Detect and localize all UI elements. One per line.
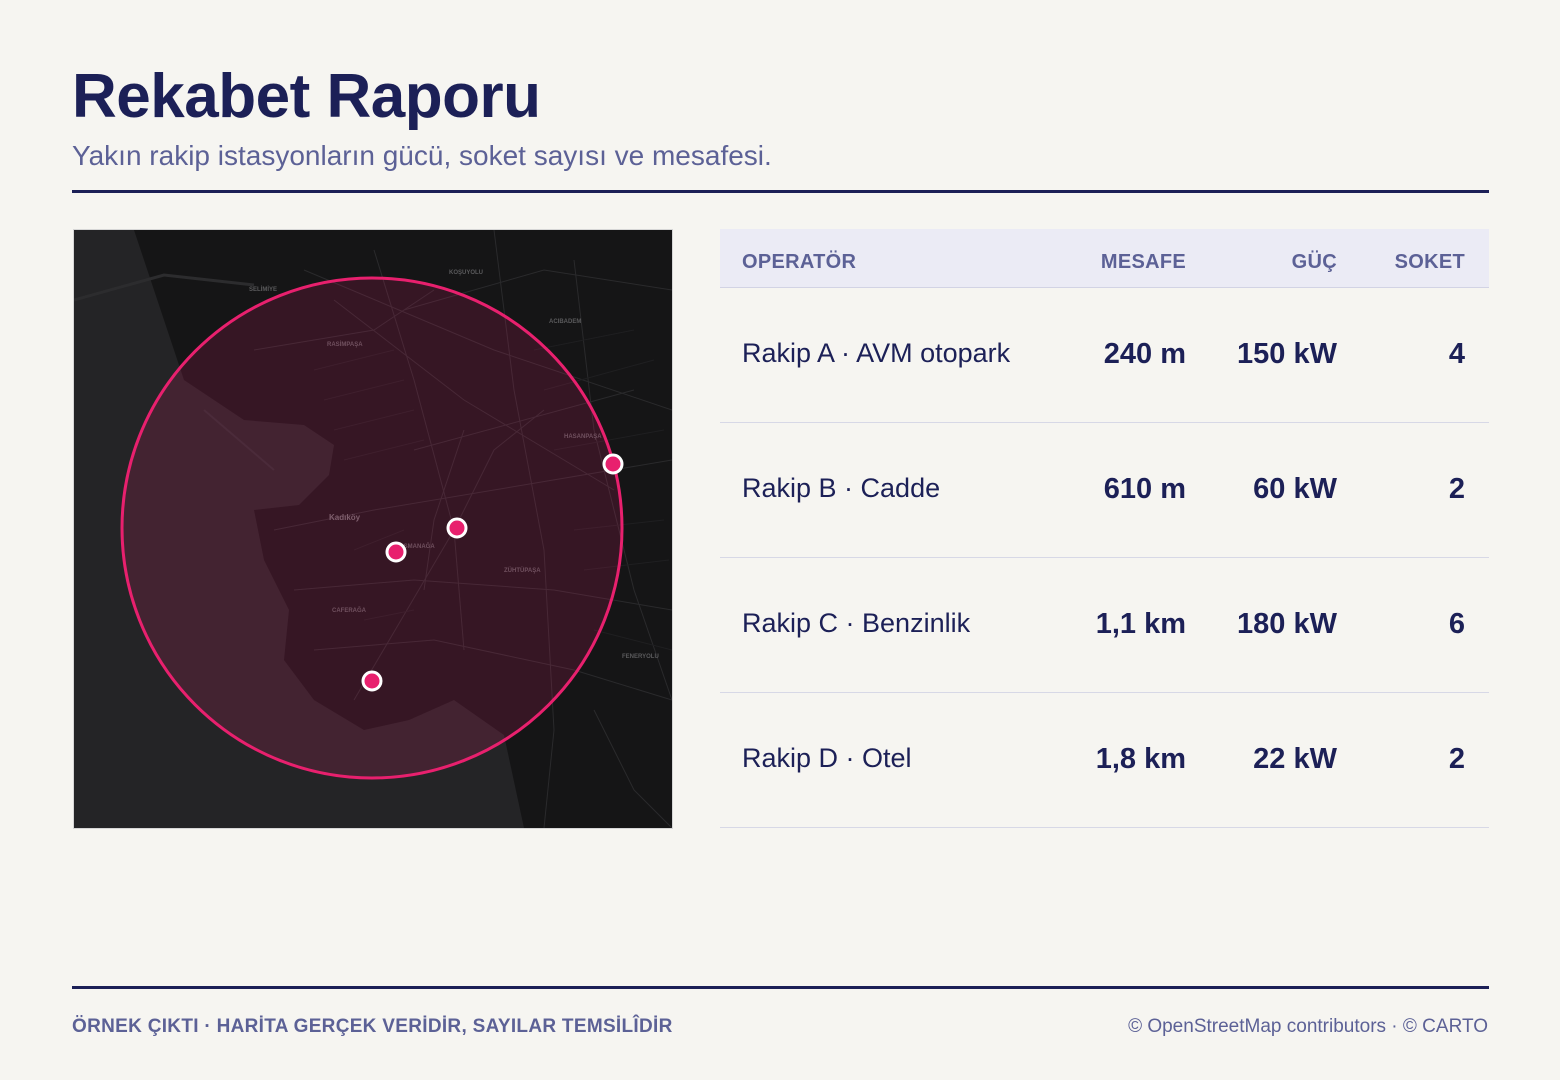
socket-count: 6 — [1448, 608, 1465, 640]
distance-value: 240 m — [1103, 338, 1186, 370]
competitor-marker-a[interactable] — [446, 517, 468, 539]
map-road-main — [74, 273, 255, 302]
map-minor-streets — [313, 329, 672, 651]
label-zuhtupasa: ZÜHTÜPAŞA — [504, 567, 541, 574]
page-subtitle: Yakın rakip istasyonların gücü, soket sa… — [72, 140, 772, 171]
power-value: 180 kW — [1237, 608, 1337, 640]
label-caferaga: CAFERAĞA — [332, 606, 367, 614]
footer-divider — [72, 986, 1489, 989]
table-row: Rakip A · AVM otopark 240 m 150 kW 4 — [720, 288, 1489, 423]
label-kadikoy-area: RASİMPAŞA — [327, 341, 363, 348]
label-selimiye: SELİMİYE — [249, 286, 277, 293]
table-header: OPERATÖR MESAFE GÜÇ SOKET — [720, 229, 1489, 288]
competitor-marker-b[interactable] — [385, 541, 407, 563]
power-value: 150 kW — [1237, 338, 1337, 370]
socket-count: 4 — [1448, 338, 1465, 370]
map-attribution: © OpenStreetMap contributors · © CARTO — [1128, 1016, 1488, 1037]
distance-value: 610 m — [1103, 473, 1186, 505]
table-row: Rakip B · Cadde 610 m 60 kW 2 — [720, 423, 1489, 558]
power-value: 22 kW — [1253, 743, 1337, 775]
label-kadikoy: Kadıköy — [329, 513, 361, 522]
operator-name: Rakip C · Benzinlik — [742, 608, 971, 638]
socket-count: 2 — [1448, 473, 1465, 505]
operator-name: Rakip B · Cadde — [742, 473, 941, 503]
label-kosuyolu: KOŞUYOLU — [449, 270, 483, 276]
header-divider — [72, 190, 1489, 193]
distance-value: 1,8 km — [1095, 743, 1186, 775]
operator-name: Rakip A · AVM otopark — [742, 338, 1011, 368]
footer-note: ÖRNEK ÇIKTI · HARİTA GERÇEK VERİDİR, SAY… — [72, 1016, 673, 1037]
page-title: Rekabet Raporu — [72, 62, 541, 131]
label-osmanaga: OSMANAĞA — [399, 542, 435, 550]
map-pier — [203, 409, 275, 471]
map-sea — [74, 230, 524, 828]
column-header-power: GÜÇ — [1291, 251, 1337, 273]
table-row: Rakip D · Otel 1,8 km 22 kW 2 — [720, 693, 1489, 828]
socket-count: 2 — [1448, 743, 1465, 775]
competitor-marker-c[interactable] — [361, 670, 383, 692]
distance-value: 1,1 km — [1095, 608, 1186, 640]
search-radius-circle — [120, 276, 624, 780]
map-canvas[interactable]: RASİMPAŞA Kadıköy OSMANAĞA CAFERAĞA ZÜHT… — [74, 230, 672, 828]
competitor-table: OPERATÖR MESAFE GÜÇ SOKET Rakip A · AVM … — [720, 229, 1489, 828]
column-header-distance: MESAFE — [1100, 251, 1186, 273]
table-row: Rakip C · Benzinlik 1,1 km 180 kW 6 — [720, 558, 1489, 693]
label-feneryolu: FENERYOLU — [622, 654, 659, 660]
power-value: 60 kW — [1253, 473, 1337, 505]
competitor-marker-d[interactable] — [602, 453, 624, 475]
column-header-sockets: SOKET — [1394, 251, 1465, 273]
label-hasanpasa: HASANPAŞA — [564, 434, 602, 440]
label-acibadem: ACIBADEM — [549, 319, 581, 325]
competitor-map[interactable]: RASİMPAŞA Kadıköy OSMANAĞA CAFERAĞA ZÜHT… — [73, 229, 673, 829]
operator-name: Rakip D · Otel — [742, 743, 912, 773]
column-header-operator: OPERATÖR — [742, 251, 857, 273]
